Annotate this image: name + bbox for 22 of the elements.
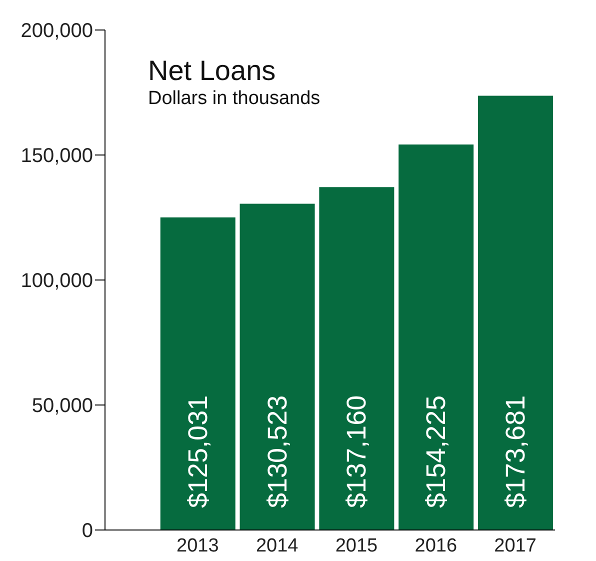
data-label: $154,225	[421, 395, 452, 508]
x-tick-label: 2014	[256, 535, 299, 556]
y-tick-label: 100,000	[20, 270, 93, 292]
x-tick-label: 2016	[414, 535, 458, 556]
y-tick-label: 200,000	[20, 20, 93, 42]
x-tick-label: 2015	[335, 535, 378, 556]
text: Dollars in thousands	[148, 88, 320, 110]
data-label: $173,681	[500, 395, 530, 508]
x-tick-label: 2017	[494, 535, 536, 556]
y-tick-label: 50,000	[32, 395, 93, 418]
y-tick-label: 0	[82, 520, 93, 542]
data-label: $130,523	[262, 395, 292, 508]
bar	[160, 217, 236, 530]
text: Net Loans	[148, 55, 276, 86]
bar	[319, 187, 394, 530]
x-tick-label: 2013	[176, 535, 219, 556]
bar	[478, 96, 553, 530]
data-label: $125,031	[182, 395, 213, 508]
bar	[240, 204, 315, 530]
bar	[398, 144, 474, 530]
y-tick-label: 150,000	[20, 145, 93, 168]
data-label: $137,160	[342, 395, 372, 508]
